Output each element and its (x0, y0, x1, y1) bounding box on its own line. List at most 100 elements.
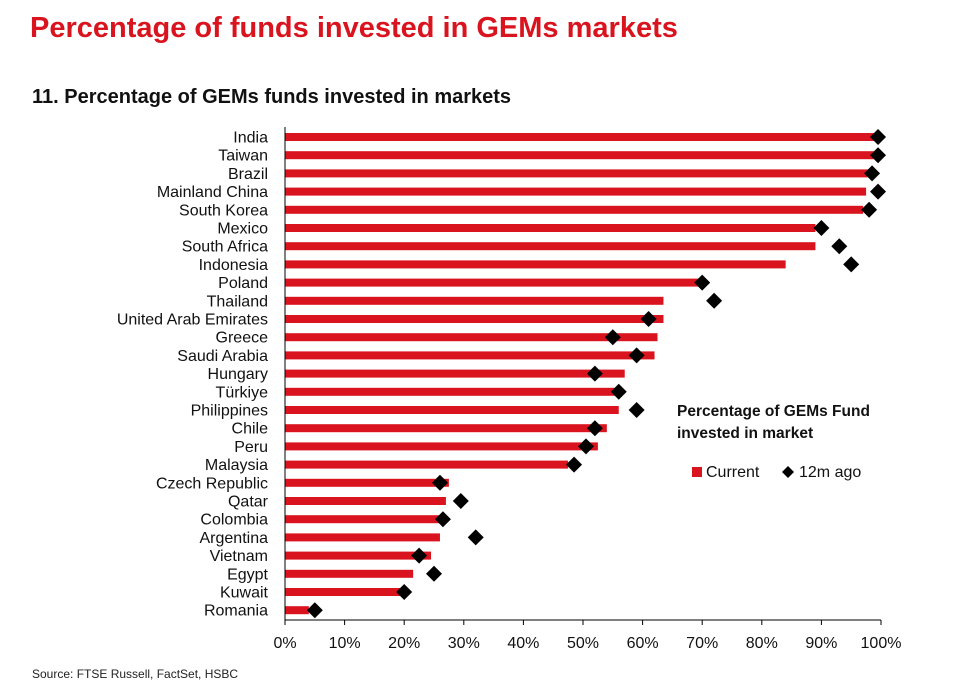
category-label: India (233, 130, 268, 147)
category-label: South Korea (179, 202, 268, 219)
marker-12m-ago (706, 292, 723, 309)
category-label: Indonesia (199, 257, 268, 274)
legend-title-line: Percentage of GEMs Fund (677, 403, 870, 420)
marker-12m-ago (610, 383, 627, 400)
bar-current (285, 296, 664, 305)
x-tick-label: 40% (507, 635, 539, 652)
legend-swatch-12m-ago (782, 466, 794, 478)
bar-current (285, 497, 446, 505)
legend-title-line: invested in market (677, 425, 813, 442)
legend-label-current: Current (706, 464, 760, 481)
bar-current (285, 478, 449, 487)
category-label: Egypt (227, 566, 268, 583)
x-tick-label: 60% (627, 635, 659, 652)
category-label: Malaysia (205, 457, 268, 474)
category-label: Peru (234, 439, 268, 456)
category-label: Türkiye (216, 384, 269, 401)
page-title: Percentage of funds invested in GEMs mar… (30, 12, 678, 44)
marker-12m-ago (813, 220, 830, 236)
category-label: Chile (232, 421, 269, 438)
legend: Percentage of GEMs Fund invested in marke… (677, 403, 870, 481)
category-label: Poland (218, 275, 268, 292)
bar-current (285, 242, 816, 251)
category-label: Romania (204, 603, 268, 620)
x-tick-label: 20% (388, 635, 420, 652)
bar-current (285, 387, 619, 396)
category-label: Thailand (207, 293, 268, 310)
category-label: Brazil (228, 166, 268, 183)
bar-current (285, 551, 432, 560)
category-label: United Arab Emirates (117, 312, 268, 329)
legend-label-12m-ago: 12m ago (799, 464, 861, 481)
source-note: Source: FTSE Russell, FactSet, HSBC (32, 667, 239, 681)
marker-12m-ago (431, 474, 448, 491)
bar-current (285, 460, 569, 469)
bar-current (285, 424, 607, 433)
marker-12m-ago (843, 256, 860, 273)
bar-current (285, 406, 619, 414)
category-label: Greece (216, 330, 269, 347)
category-label: Kuwait (220, 585, 269, 602)
marker-12m-ago (870, 183, 887, 200)
marker-12m-ago (434, 511, 451, 528)
legend-swatch-current (692, 467, 702, 477)
bar-current (285, 533, 440, 542)
x-tick-label: 90% (805, 635, 837, 652)
marker-12m-ago (566, 456, 583, 473)
bar-current (285, 333, 658, 342)
marker-12m-ago (577, 438, 594, 455)
marker-12m-ago (411, 547, 428, 564)
category-label: Qatar (228, 494, 269, 511)
marker-12m-ago (306, 602, 323, 619)
marker-12m-ago (452, 493, 469, 509)
x-tick-label: 0% (273, 635, 296, 652)
marker-12m-ago (586, 420, 603, 437)
marker-12m-ago (870, 129, 887, 145)
marker-12m-ago (864, 165, 881, 182)
bar-current (285, 569, 414, 578)
marker-12m-ago (831, 238, 848, 255)
chart-title: 11. Percentage of GEMs funds invested in… (32, 86, 512, 108)
marker-12m-ago (628, 347, 645, 364)
marker-12m-ago (396, 584, 413, 600)
marker-12m-ago (604, 329, 621, 346)
marker-12m-ago (467, 529, 484, 546)
bars-layer (285, 133, 881, 615)
bar-current (285, 442, 598, 451)
bar-current (285, 588, 405, 596)
marker-12m-ago (861, 201, 878, 218)
x-tick-labels: 0% 10% 20% 30% 40% 50% 60% 70% 80% 90% 100% (273, 635, 901, 652)
bar-current (285, 187, 867, 196)
x-tick-label: 80% (746, 635, 778, 652)
marker-12m-ago (694, 274, 711, 291)
bar-current (285, 351, 655, 360)
bar-current (285, 224, 816, 232)
category-label: Vietnam (210, 548, 268, 565)
bar-current (285, 606, 309, 615)
marker-12m-ago (870, 147, 887, 164)
category-label: Argentina (200, 530, 269, 547)
marker-12m-ago (640, 311, 657, 327)
category-label: Colombia (200, 512, 268, 529)
bar-current (285, 515, 443, 524)
bar-current (285, 205, 864, 214)
marker-12m-ago (628, 402, 645, 418)
markers-layer (306, 129, 887, 619)
bar-current (285, 260, 786, 269)
category-label: Mainland China (157, 184, 268, 201)
bar-current (285, 369, 625, 378)
marker-12m-ago (586, 365, 603, 382)
category-label: Philippines (191, 403, 268, 420)
category-label: Saudi Arabia (177, 348, 268, 365)
x-tick-label: 70% (686, 635, 718, 652)
category-label: Taiwan (218, 148, 268, 165)
bar-current (285, 169, 870, 178)
x-tick-label: 50% (567, 635, 599, 652)
bar-current (285, 133, 881, 141)
x-tick-label: 10% (329, 635, 361, 652)
bar-current (285, 151, 881, 160)
category-label: Hungary (208, 366, 268, 383)
x-tick-label: 30% (448, 635, 480, 652)
axes (284, 127, 882, 625)
